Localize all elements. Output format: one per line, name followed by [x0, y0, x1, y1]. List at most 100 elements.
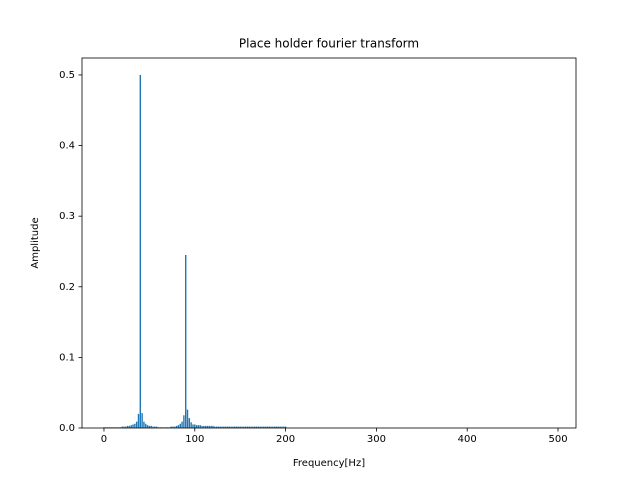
bar — [221, 426, 223, 428]
plot-frame — [81, 57, 577, 429]
bar — [212, 425, 214, 428]
bar — [248, 426, 250, 428]
bar — [175, 425, 178, 428]
bar — [192, 424, 194, 428]
bar — [215, 426, 218, 428]
bar — [279, 426, 281, 428]
bar — [224, 426, 227, 428]
bar — [273, 426, 276, 428]
bar — [272, 426, 274, 428]
bar — [141, 413, 143, 428]
bar — [188, 418, 191, 428]
bar — [201, 425, 203, 428]
chart-title: Place holder fourier transform — [239, 37, 419, 51]
bar — [125, 426, 127, 428]
bar — [121, 426, 123, 428]
bar — [217, 426, 220, 428]
bar — [255, 426, 258, 428]
bar — [134, 423, 136, 428]
bar — [234, 426, 236, 428]
bar — [226, 426, 229, 428]
bar — [145, 423, 147, 428]
bar — [186, 409, 189, 428]
bar — [241, 426, 243, 428]
bar — [123, 426, 125, 428]
bar — [197, 425, 200, 428]
bar — [228, 426, 230, 428]
bar — [203, 425, 205, 428]
bar — [183, 415, 185, 428]
bar — [244, 426, 247, 428]
bar — [284, 426, 287, 428]
bar — [174, 426, 176, 428]
y-tick-label: 0.1 — [59, 352, 75, 363]
bar — [263, 426, 265, 428]
bar — [190, 422, 192, 428]
bar — [152, 426, 154, 428]
y-tick-label: 0.5 — [59, 70, 75, 81]
bar — [206, 425, 209, 428]
bar — [223, 426, 225, 428]
x-tick-label: 200 — [276, 434, 295, 445]
bar — [259, 426, 261, 428]
bar — [268, 426, 270, 428]
y-tick-label: 0.4 — [59, 141, 75, 152]
bar — [148, 425, 151, 428]
bar — [243, 426, 245, 428]
bar — [250, 426, 252, 428]
x-tick-label: 300 — [367, 434, 386, 445]
bar — [194, 424, 196, 428]
bar — [132, 424, 134, 428]
bar — [170, 426, 172, 428]
bar — [210, 425, 212, 428]
bar — [154, 426, 156, 428]
bar — [277, 426, 280, 428]
bar — [199, 425, 201, 428]
bar — [257, 426, 260, 428]
bar — [239, 426, 241, 428]
bar — [275, 426, 278, 428]
bar — [137, 413, 140, 428]
bar — [130, 425, 132, 428]
bar — [235, 426, 238, 428]
y-tick-label: 0.3 — [59, 211, 75, 222]
bar — [177, 425, 180, 428]
bar — [214, 426, 216, 428]
bar — [128, 425, 131, 428]
x-axis-label: Frequency[Hz] — [293, 458, 365, 469]
bar — [179, 423, 181, 428]
bar — [208, 425, 211, 428]
bar — [270, 426, 272, 428]
bar — [181, 421, 183, 428]
y-tick-label: 0.0 — [59, 423, 75, 434]
x-tick-label: 100 — [185, 434, 204, 445]
x-tick-label: 400 — [458, 434, 477, 445]
bar — [204, 425, 207, 428]
bar — [155, 426, 158, 428]
bar — [281, 426, 283, 428]
bar — [172, 426, 174, 428]
bar — [230, 426, 232, 428]
bar — [264, 426, 267, 428]
bar — [195, 425, 198, 428]
bar — [254, 426, 256, 428]
bar — [126, 425, 129, 428]
bar — [185, 255, 187, 428]
y-tick-label: 0.2 — [59, 282, 75, 293]
bar — [283, 426, 285, 428]
bar — [261, 426, 263, 428]
x-tick-label: 0 — [101, 434, 107, 445]
bar — [139, 74, 141, 428]
bar — [246, 426, 249, 428]
bar — [252, 426, 254, 428]
bar — [219, 426, 221, 428]
bar — [266, 426, 269, 428]
y-axis-label: Amplitude — [30, 217, 41, 268]
bar — [135, 421, 138, 428]
bar — [232, 426, 234, 428]
bar — [146, 425, 149, 428]
bar — [150, 425, 152, 428]
bar — [237, 426, 240, 428]
